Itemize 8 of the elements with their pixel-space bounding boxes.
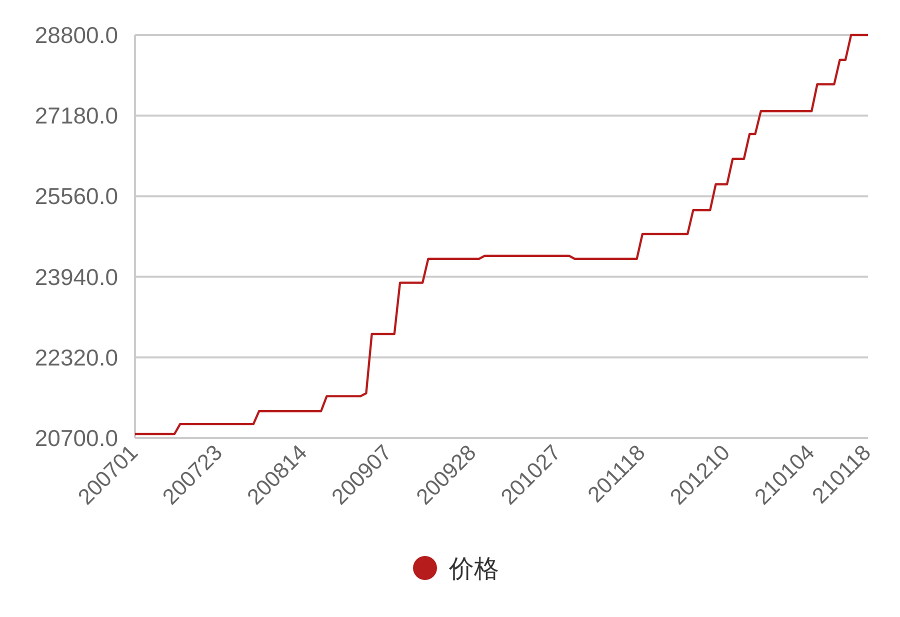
y-tick-label: 20700.0 [34, 425, 118, 451]
line-series [134, 34, 870, 436]
y-tick-label: 27180.0 [34, 102, 118, 129]
y-tick-label: 22320.0 [34, 344, 118, 370]
y-tick-label: 28800.0 [34, 22, 118, 48]
legend-label: 价格 [448, 555, 499, 583]
y-tick-label: 23940.0 [34, 264, 118, 290]
y-tick-label: 25560.0 [34, 183, 118, 210]
